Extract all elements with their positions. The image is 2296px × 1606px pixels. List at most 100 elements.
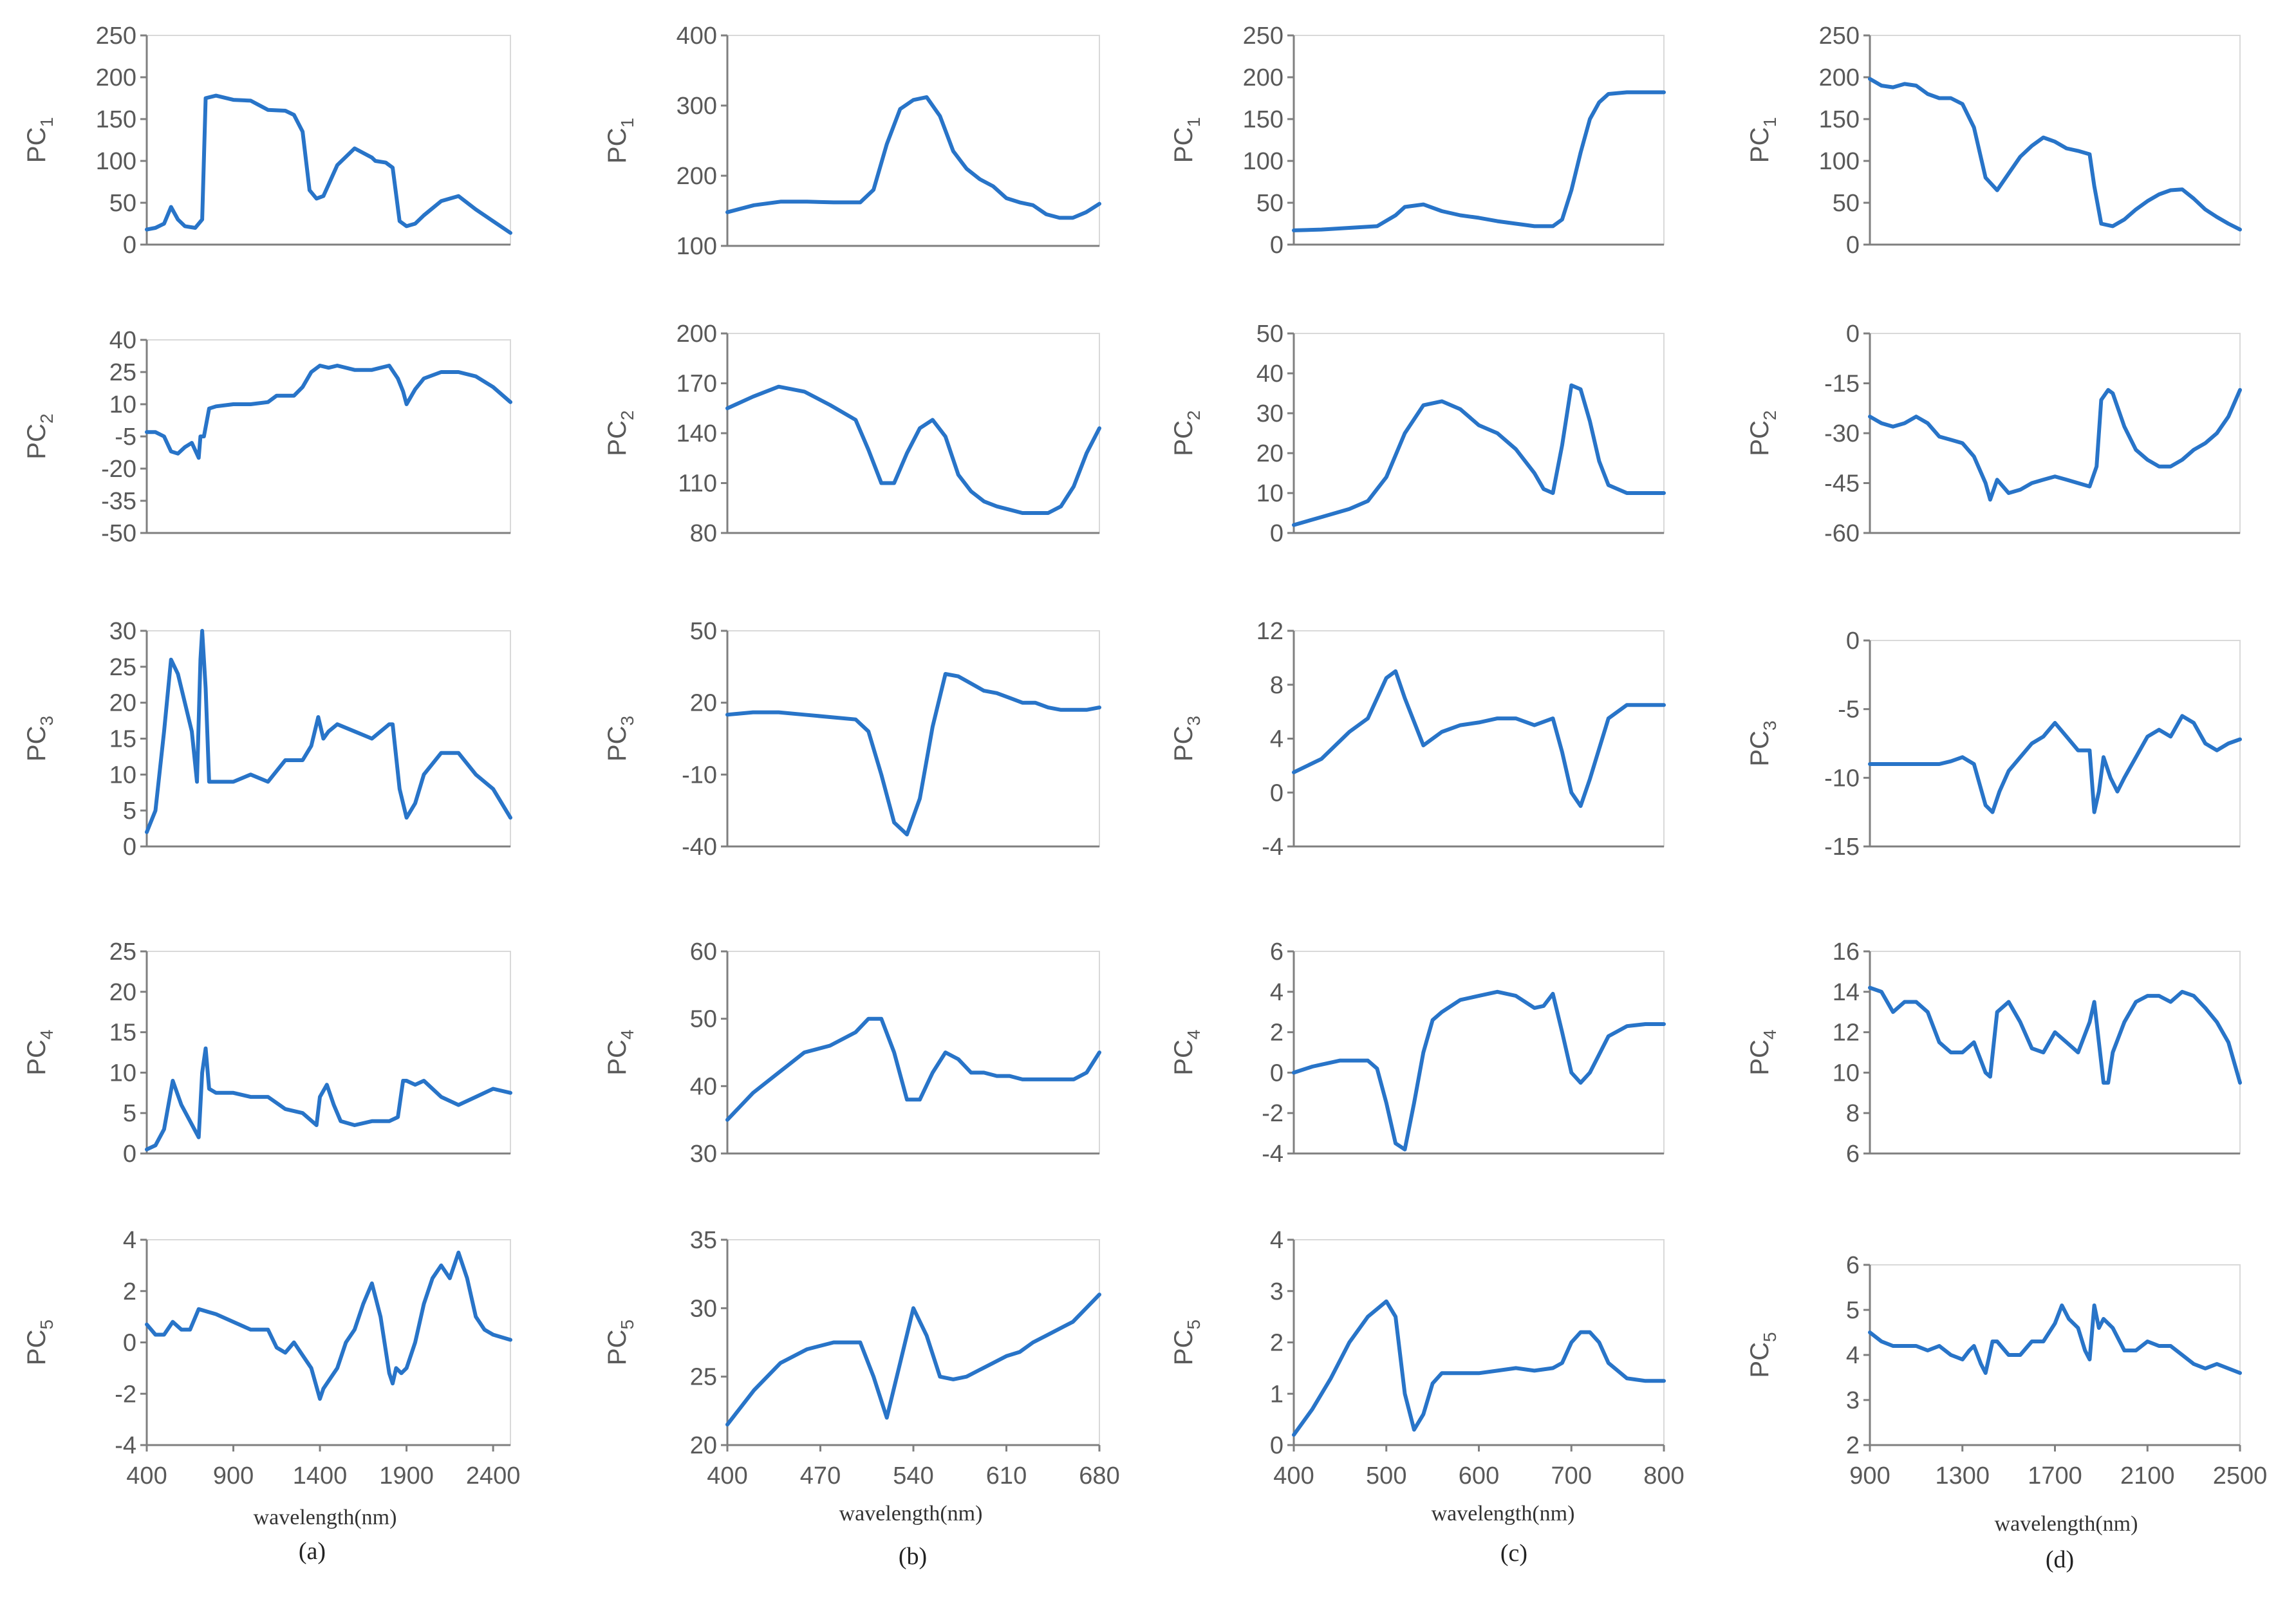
x-axis-label-a: wavelength(nm): [254, 1506, 397, 1529]
y-axis-label-main: PC: [603, 1330, 631, 1366]
y-axis-label-main: PC: [23, 424, 51, 460]
y-tick-label: 50: [1256, 321, 1283, 348]
caption-c: (c): [1500, 1540, 1527, 1567]
plot-frame: [1293, 35, 1665, 245]
y-tick-label: 10: [109, 761, 136, 789]
panel-c-2: 0 10 20 30 40 50 PC2: [1170, 321, 1666, 547]
y-tick-label: 50: [1833, 190, 1860, 217]
caption-d: (d): [2046, 1546, 2074, 1573]
y-tick-label: 0: [123, 232, 136, 259]
y-tick-label: 150: [1819, 106, 1860, 133]
pc-series-line: [1292, 1299, 1666, 1437]
panel-c-5: 0 1 2 3 4 400 500 600 700 800 PC5: [1170, 1227, 1685, 1489]
y-tick-label: 30: [1256, 400, 1283, 427]
x-tick-label: 2400: [466, 1462, 521, 1489]
y-tick-label: 5: [1846, 1297, 1860, 1324]
panel-a-1: 0 50 100 150 200 250 PC1: [23, 23, 512, 259]
y-tick-label: 10: [109, 391, 136, 418]
y-tick-label: 0: [1846, 232, 1860, 259]
y-axis-label-main: PC: [1746, 1342, 1774, 1378]
y-tick-label: 3: [1846, 1387, 1860, 1414]
y-tick-label: 16: [1833, 938, 1860, 966]
panel-c-1: 0 50 100 150 200 250 PC1: [1170, 23, 1666, 259]
y-axis-label-main: PC: [1746, 420, 1774, 456]
plot-frame: [1869, 333, 2241, 534]
x-axis-label-b: wavelength(nm): [839, 1502, 983, 1526]
y-tick-label: 0: [1270, 780, 1283, 807]
pc-series-line: [145, 364, 512, 460]
plot-frame: [1293, 333, 1665, 534]
y-tick-label: 0: [123, 1141, 136, 1168]
y-axis-label-main: PC: [23, 127, 51, 163]
y-axis-label-subscript: 5: [617, 1320, 637, 1330]
y-axis-label-main: PC: [1170, 420, 1198, 456]
x-tick-label: 400: [1273, 1462, 1314, 1489]
y-tick-label: 170: [677, 371, 717, 398]
y-axis-label-subscript: 1: [1760, 117, 1780, 127]
y-axis-label-main: PC: [1746, 127, 1774, 163]
y-axis-label: PC1: [1170, 117, 1204, 163]
pc-series-line: [145, 93, 512, 235]
y-tick-label: 1: [1270, 1381, 1283, 1408]
y-axis-label-subscript: 3: [1184, 716, 1204, 726]
y-tick-label: -20: [101, 456, 136, 483]
panel-a-3: 0 5 10 15 20 25 30 PC3: [23, 618, 512, 861]
pc-series-line: [725, 1016, 1101, 1122]
y-tick-label: 15: [109, 726, 136, 753]
x-axis-label-c: wavelength(nm): [1432, 1502, 1575, 1526]
y-tick-label: -40: [682, 834, 717, 861]
x-tick-label: 400: [126, 1462, 167, 1489]
panel-b-2: 80 110 140 170 200 PC2: [603, 321, 1101, 547]
y-tick-label: 3: [1270, 1278, 1283, 1305]
pc-series-line: [1292, 90, 1666, 232]
y-tick-label: 8: [1846, 1100, 1860, 1127]
y-tick-label: 150: [96, 106, 136, 133]
x-tick-label: 900: [213, 1462, 254, 1489]
y-axis-label: PC2: [1170, 410, 1204, 456]
pc-series-line: [725, 384, 1101, 515]
y-tick-label: 150: [1243, 106, 1283, 133]
y-tick-label: 400: [677, 23, 717, 50]
y-tick-label: 4: [1270, 726, 1283, 753]
y-tick-label: 250: [1819, 23, 1860, 50]
panel-b-1: 100 200 300 400 PC1: [603, 23, 1101, 260]
y-axis-label-main: PC: [603, 1040, 631, 1076]
y-tick-label: 250: [1243, 23, 1283, 50]
caption-a: (a): [299, 1538, 326, 1565]
y-tick-label: 6: [1846, 1141, 1860, 1168]
y-axis-label-main: PC: [1170, 127, 1198, 163]
y-tick-label: 20: [109, 979, 136, 1006]
y-tick-label: 4: [1846, 1342, 1860, 1369]
pc-series-line: [725, 1293, 1101, 1427]
y-axis-label-main: PC: [23, 1330, 51, 1366]
y-tick-label: -4: [1262, 1141, 1283, 1168]
x-tick-label: 600: [1459, 1462, 1499, 1489]
y-tick-label: 300: [677, 93, 717, 120]
y-tick-label: 0: [1270, 520, 1283, 547]
y-axis-label-main: PC: [603, 420, 631, 456]
y-axis-label-main: PC: [1746, 1040, 1774, 1076]
y-tick-label: 30: [690, 1141, 717, 1168]
x-tick-label: 1700: [2028, 1462, 2082, 1489]
y-tick-label: 25: [109, 654, 136, 681]
x-axis-label-d: wavelength(nm): [1995, 1512, 2138, 1536]
y-tick-label: 60: [690, 938, 717, 966]
y-tick-label: -15: [1824, 834, 1860, 861]
y-axis-label-subscript: 4: [1184, 1029, 1204, 1040]
y-tick-label: 2: [123, 1278, 136, 1305]
plot-frame: [146, 1239, 511, 1446]
y-axis-label-subscript: 1: [617, 118, 637, 128]
y-tick-label: 6: [1270, 938, 1283, 966]
y-tick-label: 10: [1256, 480, 1283, 507]
y-tick-label: 25: [690, 1364, 717, 1391]
y-axis-label: PC3: [603, 716, 637, 761]
panel-b-3: -40 -10 20 50 PC3: [603, 618, 1101, 861]
x-tick-label: 540: [893, 1462, 933, 1489]
y-tick-label: 80: [690, 520, 717, 547]
y-tick-label: 4: [1270, 1227, 1283, 1254]
y-tick-label: -10: [1824, 765, 1860, 792]
y-axis-label-main: PC: [1170, 726, 1198, 762]
y-tick-label: 50: [109, 190, 136, 217]
x-tick-label: 1400: [293, 1462, 348, 1489]
